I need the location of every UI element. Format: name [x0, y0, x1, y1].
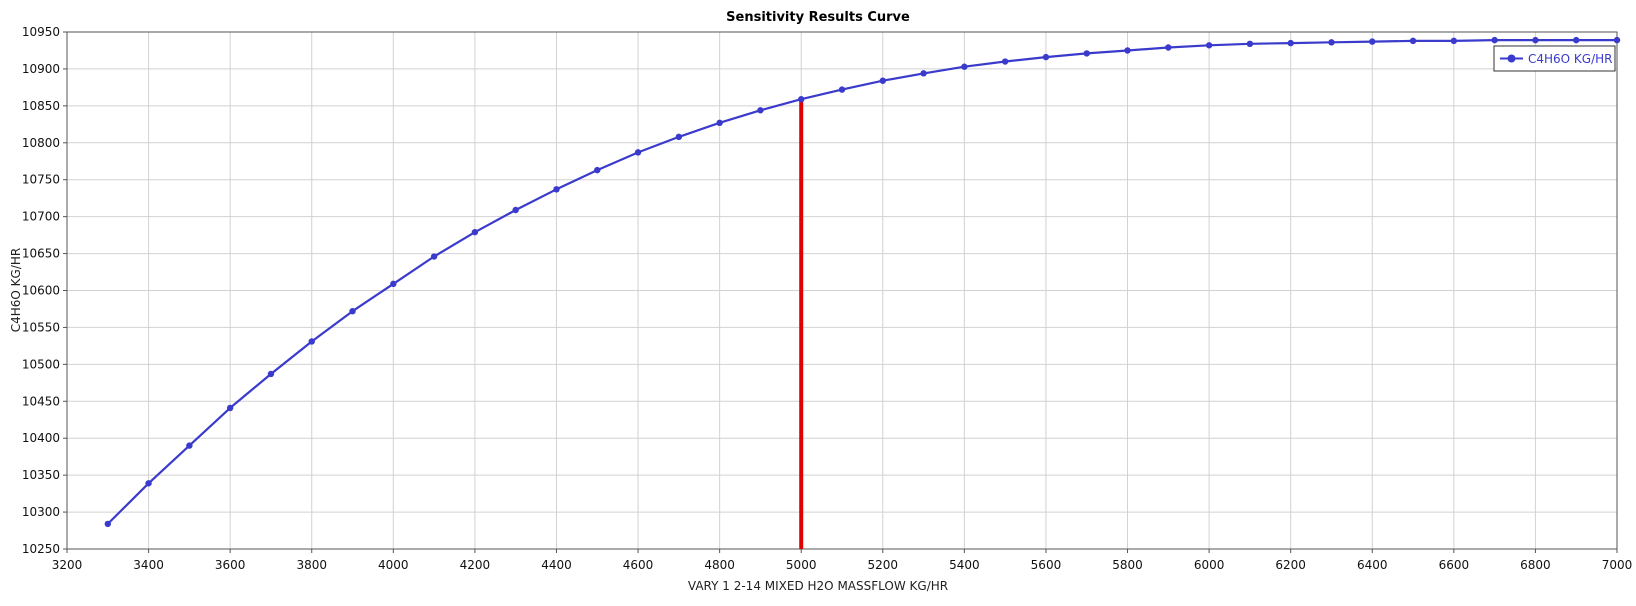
- series-line: [107, 38, 1617, 525]
- x-tick-label: 4400: [541, 558, 572, 572]
- data-point: [1613, 36, 1621, 44]
- y-tick-label: 10450: [22, 394, 60, 408]
- y-tick-label: 10850: [22, 99, 60, 113]
- x-tick-label: 5000: [786, 558, 817, 572]
- legend-swatch-marker: [1507, 54, 1516, 63]
- x-tick-label: 6400: [1357, 558, 1388, 572]
- y-tick-label: 10550: [22, 320, 60, 334]
- data-point: [1328, 39, 1335, 46]
- y-tick-label: 10300: [22, 505, 60, 519]
- x-tick-label: 6000: [1194, 558, 1225, 572]
- data-point: [267, 370, 275, 378]
- y-tick-label: 10600: [22, 284, 60, 298]
- data-point: [1369, 38, 1376, 45]
- y-tick-label: 10900: [22, 62, 60, 76]
- data-point: [1450, 37, 1458, 45]
- data-point: [1001, 58, 1009, 65]
- data-point: [1246, 40, 1254, 48]
- y-tick-label: 10750: [22, 173, 60, 187]
- data-point: [1124, 47, 1131, 54]
- data-point: [390, 280, 397, 288]
- data-point: [1083, 50, 1090, 57]
- x-tick-label: 4600: [623, 558, 654, 572]
- data-point: [1205, 42, 1213, 49]
- data-point: [104, 520, 111, 528]
- data-point: [1573, 36, 1580, 44]
- data-point: [349, 307, 356, 315]
- data-point: [961, 63, 968, 70]
- x-tick-label: 4200: [460, 558, 491, 572]
- y-axis-ticks: 10250 10300 10350 10400 10450 10500 10550 10600…: [22, 25, 67, 556]
- x-tick-label: 6800: [1520, 558, 1551, 572]
- chart-title: Sensitivity Results Curve: [726, 10, 910, 25]
- x-tick-label: 5400: [949, 558, 980, 572]
- x-tick-label: 7000: [1602, 558, 1633, 572]
- x-axis-ticks: 3200 3400 3600 3800 4000 4200 4400 4600 4800 5000…: [52, 549, 1633, 572]
- data-point: [634, 149, 642, 156]
- data-point: [675, 133, 683, 141]
- data-point: [1491, 36, 1498, 44]
- y-tick-label: 10800: [22, 136, 60, 150]
- data-point: [226, 404, 234, 412]
- data-point: [1532, 36, 1539, 44]
- y-tick-label: 10400: [22, 431, 60, 445]
- y-tick-label: 10250: [22, 542, 60, 556]
- y-tick-label: 10700: [22, 210, 60, 224]
- data-point: [798, 96, 805, 103]
- data-point: [186, 442, 193, 449]
- data-point: [1042, 53, 1050, 61]
- data-point: [308, 338, 315, 345]
- y-tick-label: 10500: [22, 357, 60, 371]
- x-tick-label: 5800: [1112, 558, 1143, 572]
- data-point: [920, 70, 927, 77]
- x-tick-label: 3800: [296, 558, 327, 572]
- x-tick-label: 4800: [704, 558, 735, 572]
- x-tick-label: 3600: [215, 558, 246, 572]
- legend: C4H6O KG/HR: [1493, 45, 1616, 72]
- data-point: [716, 119, 723, 127]
- data-point: [1287, 39, 1294, 47]
- x-tick-label: 6200: [1275, 558, 1306, 572]
- x-axis-label: VARY 1 2-14 MIXED H2O MASSFLOW KG/HR: [688, 579, 948, 593]
- data-point: [757, 107, 764, 114]
- data-point: [430, 253, 438, 260]
- y-tick-label: 10950: [22, 25, 60, 39]
- y-axis-label: C4H6O KG/HR: [9, 248, 23, 333]
- series: [104, 36, 1621, 528]
- x-tick-label: 3400: [133, 558, 164, 572]
- x-tick-label: 5200: [868, 558, 899, 572]
- data-point: [838, 86, 846, 93]
- data-point: [145, 480, 152, 487]
- data-point: [553, 186, 560, 193]
- data-point: [1165, 44, 1172, 51]
- x-tick-label: 3200: [52, 558, 83, 572]
- y-tick-label: 10650: [22, 247, 60, 261]
- data-point: [594, 166, 601, 174]
- x-tick-label: 4000: [378, 558, 409, 572]
- data-point: [1409, 37, 1417, 45]
- data-point: [879, 77, 886, 84]
- y-tick-label: 10350: [22, 468, 60, 482]
- legend-label: C4H6O KG/HR: [1528, 52, 1613, 66]
- x-tick-label: 5600: [1031, 558, 1062, 572]
- data-point: [471, 228, 479, 236]
- data-point: [512, 206, 519, 214]
- x-tick-label: 6600: [1439, 558, 1470, 572]
